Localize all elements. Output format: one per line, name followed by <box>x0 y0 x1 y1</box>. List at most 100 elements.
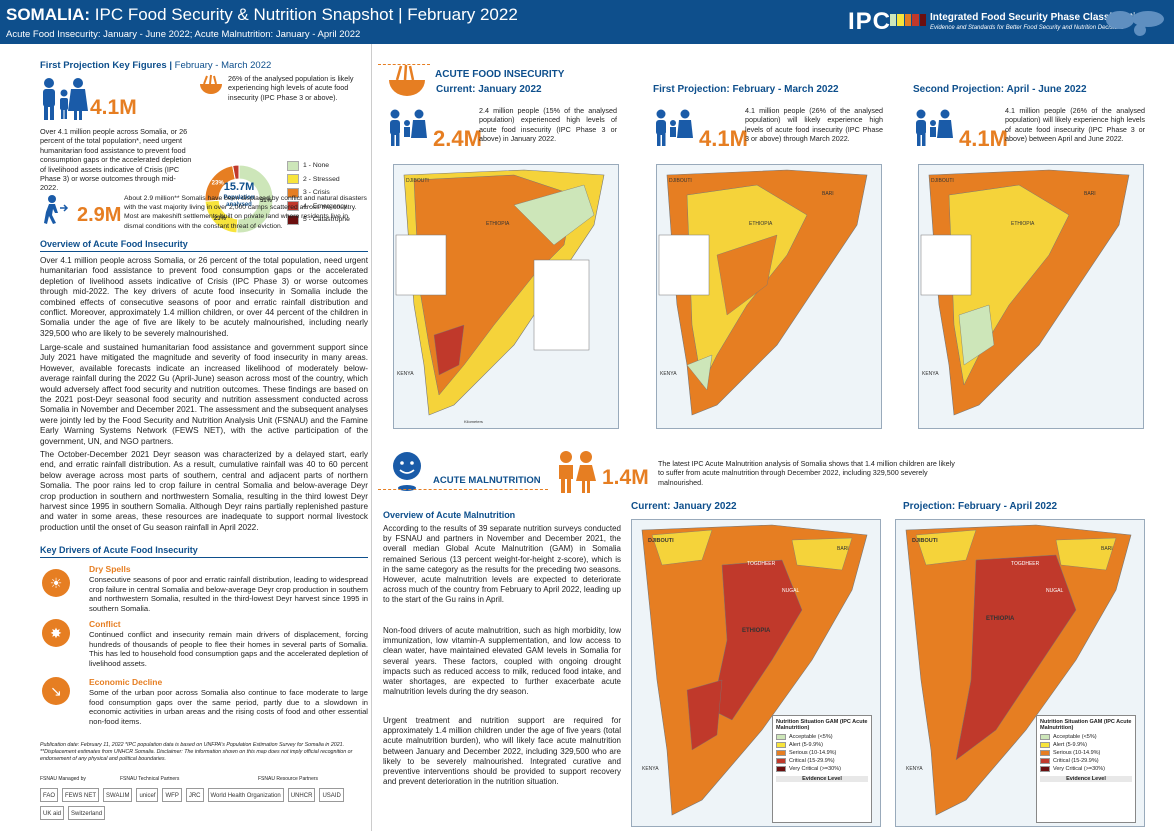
amn-map-projection: DJIBOUTI ETHIOPIA TOGDHEER NUGAL BARI KE… <box>895 519 1145 827</box>
map-label-ethiopia: ETHIOPIA <box>742 628 771 634</box>
evidence-level-label: Evidence Level <box>776 776 868 782</box>
world-map-icon <box>1106 11 1164 36</box>
afi-second-projection-text: 4.1 million people (26% of the analysed … <box>1005 106 1145 143</box>
driver-title: Conflict <box>89 619 121 629</box>
phase-swatch <box>287 201 299 212</box>
partner-logo: Switzerland <box>68 806 106 820</box>
map-label-ethiopia: ETHIOPIA <box>986 616 1015 622</box>
left-column: First Projection Key Figures | February … <box>0 44 372 831</box>
map-label-bari: BARI <box>822 191 834 197</box>
partner-logo: UNHCR <box>287 788 316 802</box>
resource-partners-label: FSNAU Resource Partners <box>258 776 319 782</box>
displaced-text: About 2.9 million** Somalis have been di… <box>124 195 367 230</box>
phase-legend-item: 3 - Crisis <box>287 186 367 200</box>
donut-slice-label: 23% <box>212 180 225 186</box>
phase-label: 4 - Emergency <box>303 202 348 210</box>
amn-number: 1.4M <box>602 466 649 489</box>
displaced-person-icon <box>44 195 69 224</box>
map-label-djibouti: DJIBOUTI <box>912 538 938 544</box>
phase-legend-item: 5 - Catastrophe <box>287 213 367 227</box>
page-title: SOMALIA: IPC Food Security & Nutrition S… <box>6 5 518 24</box>
conflict-icon: ✸ <box>42 619 70 647</box>
gam-label: Very Critical (>=30%) <box>789 766 841 772</box>
somalia-ipc-map: DJIBOUTI ETHIOPIA KENYA BARI <box>658 169 868 416</box>
phase-label: 5 - Catastrophe <box>303 216 350 224</box>
map-label-kenya: KENYA <box>660 371 677 377</box>
map-label-djibouti: DJIBOUTI <box>648 538 674 544</box>
gam-legend-row: Very Critical (>=30%) <box>1040 765 1132 773</box>
afi-current-text: 2.4 million people (15% of the analysed … <box>479 106 617 143</box>
overview-paragraph-3: The October-December 2021 Deyr season wa… <box>40 450 368 532</box>
map-label-kenya: KENYA <box>906 766 923 772</box>
drivers-heading: Key Drivers of Acute Food Insecurity <box>40 545 198 555</box>
map-label-kenya: KENYA <box>922 371 939 377</box>
gam-label: Alert (5-9.9%) <box>789 742 823 748</box>
partner-logo: FEWS NET <box>62 788 100 802</box>
gam-label: Critical (15-29.9%) <box>789 758 835 764</box>
gam-swatch <box>1040 758 1050 764</box>
driver-title: Dry Spells <box>89 564 131 574</box>
afi-map-second-projection: DJIBOUTI ETHIOPIA KENYA BARI <box>918 164 1144 429</box>
page-subtitle: Acute Food Insecurity: January - June 20… <box>6 29 361 40</box>
afi-heading: ACUTE FOOD INSECURITY <box>435 69 565 80</box>
gam-legend-row: Alert (5-9.9%) <box>1040 741 1132 749</box>
afi-second-projection-number: 4.1M <box>959 126 1008 151</box>
map-label-kenya: KENYA <box>642 766 659 772</box>
ipc-phase-bars-icon <box>890 14 927 26</box>
map-label-bari: BARI <box>1084 191 1096 197</box>
map-label-bari: BARI <box>837 546 849 552</box>
ipc-full-name: Integrated Food Security Phase Classific… <box>930 12 1148 23</box>
publication-note: Publication date: February 11, 2022 *IPC… <box>40 742 353 762</box>
map-label-bari: BARI <box>1101 546 1113 552</box>
phase-swatch <box>287 187 299 198</box>
gam-label: Critical (15-29.9%) <box>1053 758 1099 764</box>
somalia-ipc-map: DJIBOUTI ETHIOPIA KENYA BARI <box>920 169 1130 416</box>
map-label-djibouti: DJIBOUTI <box>669 178 692 184</box>
map-label-ethiopia: ETHIOPIA <box>486 221 510 227</box>
gam-swatch <box>1040 766 1050 772</box>
phase-label: 1 - None <box>303 162 330 170</box>
declining-chart-icon: ↘ <box>42 677 70 705</box>
driver-text: Consecutive seasons of poor and erratic … <box>89 575 369 613</box>
gam-label: Serious (10-14.9%) <box>1053 750 1101 756</box>
amn-heading: ACUTE MALNUTRITION <box>433 475 541 486</box>
gam-swatch <box>1040 742 1050 748</box>
managed-by-label: FSNAU Managed by <box>40 776 86 782</box>
afi-panel-title-current: Current: January 2022 <box>436 84 542 95</box>
gam-legend-row: Serious (10-14.9%) <box>776 749 868 757</box>
gam-legend-row: Critical (15-29.9%) <box>776 757 868 765</box>
map-scale-label: Kilometers <box>464 419 483 424</box>
displaced-number: 2.9M <box>77 204 122 226</box>
people-icon <box>390 109 427 146</box>
gam-legend-title: Nutrition Situation GAM (IPC Acute Malnu… <box>776 719 868 731</box>
amn-panel-title-current: Current: January 2022 <box>631 501 737 512</box>
map-label-togdheer: TOGDHEER <box>747 561 776 567</box>
phase-swatch <box>287 160 299 171</box>
partner-logo: UK aid <box>40 806 65 820</box>
phase-legend-item: 2 - Stressed <box>287 173 367 187</box>
donut-slice <box>236 164 274 234</box>
partner-logo: FAO <box>40 788 59 802</box>
donut-slice-label: 23% <box>214 216 227 222</box>
gam-legend-title: Nutrition Situation GAM (IPC Acute Malnu… <box>1040 719 1132 731</box>
gam-legend-row: Acceptable (<5%) <box>776 733 868 741</box>
partner-logo: JRC <box>185 788 204 802</box>
gam-legend-rows: Acceptable (<5%) Alert (5-9.9%) Serious (1… <box>1040 733 1132 773</box>
phase-label: 2 - Stressed <box>303 175 340 183</box>
driver-text: Some of the urban poor across Somalia al… <box>89 688 368 726</box>
right-column: ACUTE FOOD INSECURITY Current: January 2… <box>373 44 1174 831</box>
people-icon <box>43 78 88 120</box>
donut-center-value: 15.7M <box>223 181 255 193</box>
phase-legend-item: 4 - Emergency <box>287 200 367 214</box>
somalia-ipc-map: DJIBOUTI ETHIOPIA KENYA Kilometers <box>395 169 605 424</box>
somalia-gam-map: DJIBOUTI ETHIOPIA TOGDHEER NUGAL BARI KE… <box>641 524 868 816</box>
gam-swatch <box>1040 734 1050 740</box>
overview-paragraph-2: Large-scale and sustained humanitarian f… <box>40 343 368 446</box>
phase-legend: 1 - None 2 - Stressed 3 - Crisis 4 - Emerge… <box>287 159 367 227</box>
amn-overview-heading: Overview of Acute Malnutrition <box>383 510 516 520</box>
gam-legend-row: Acceptable (<5%) <box>1040 733 1132 741</box>
gam-swatch <box>776 750 786 756</box>
partner-logo: WFP <box>162 788 182 802</box>
gam-label: Serious (10-14.9%) <box>789 750 837 756</box>
divider <box>378 489 548 490</box>
